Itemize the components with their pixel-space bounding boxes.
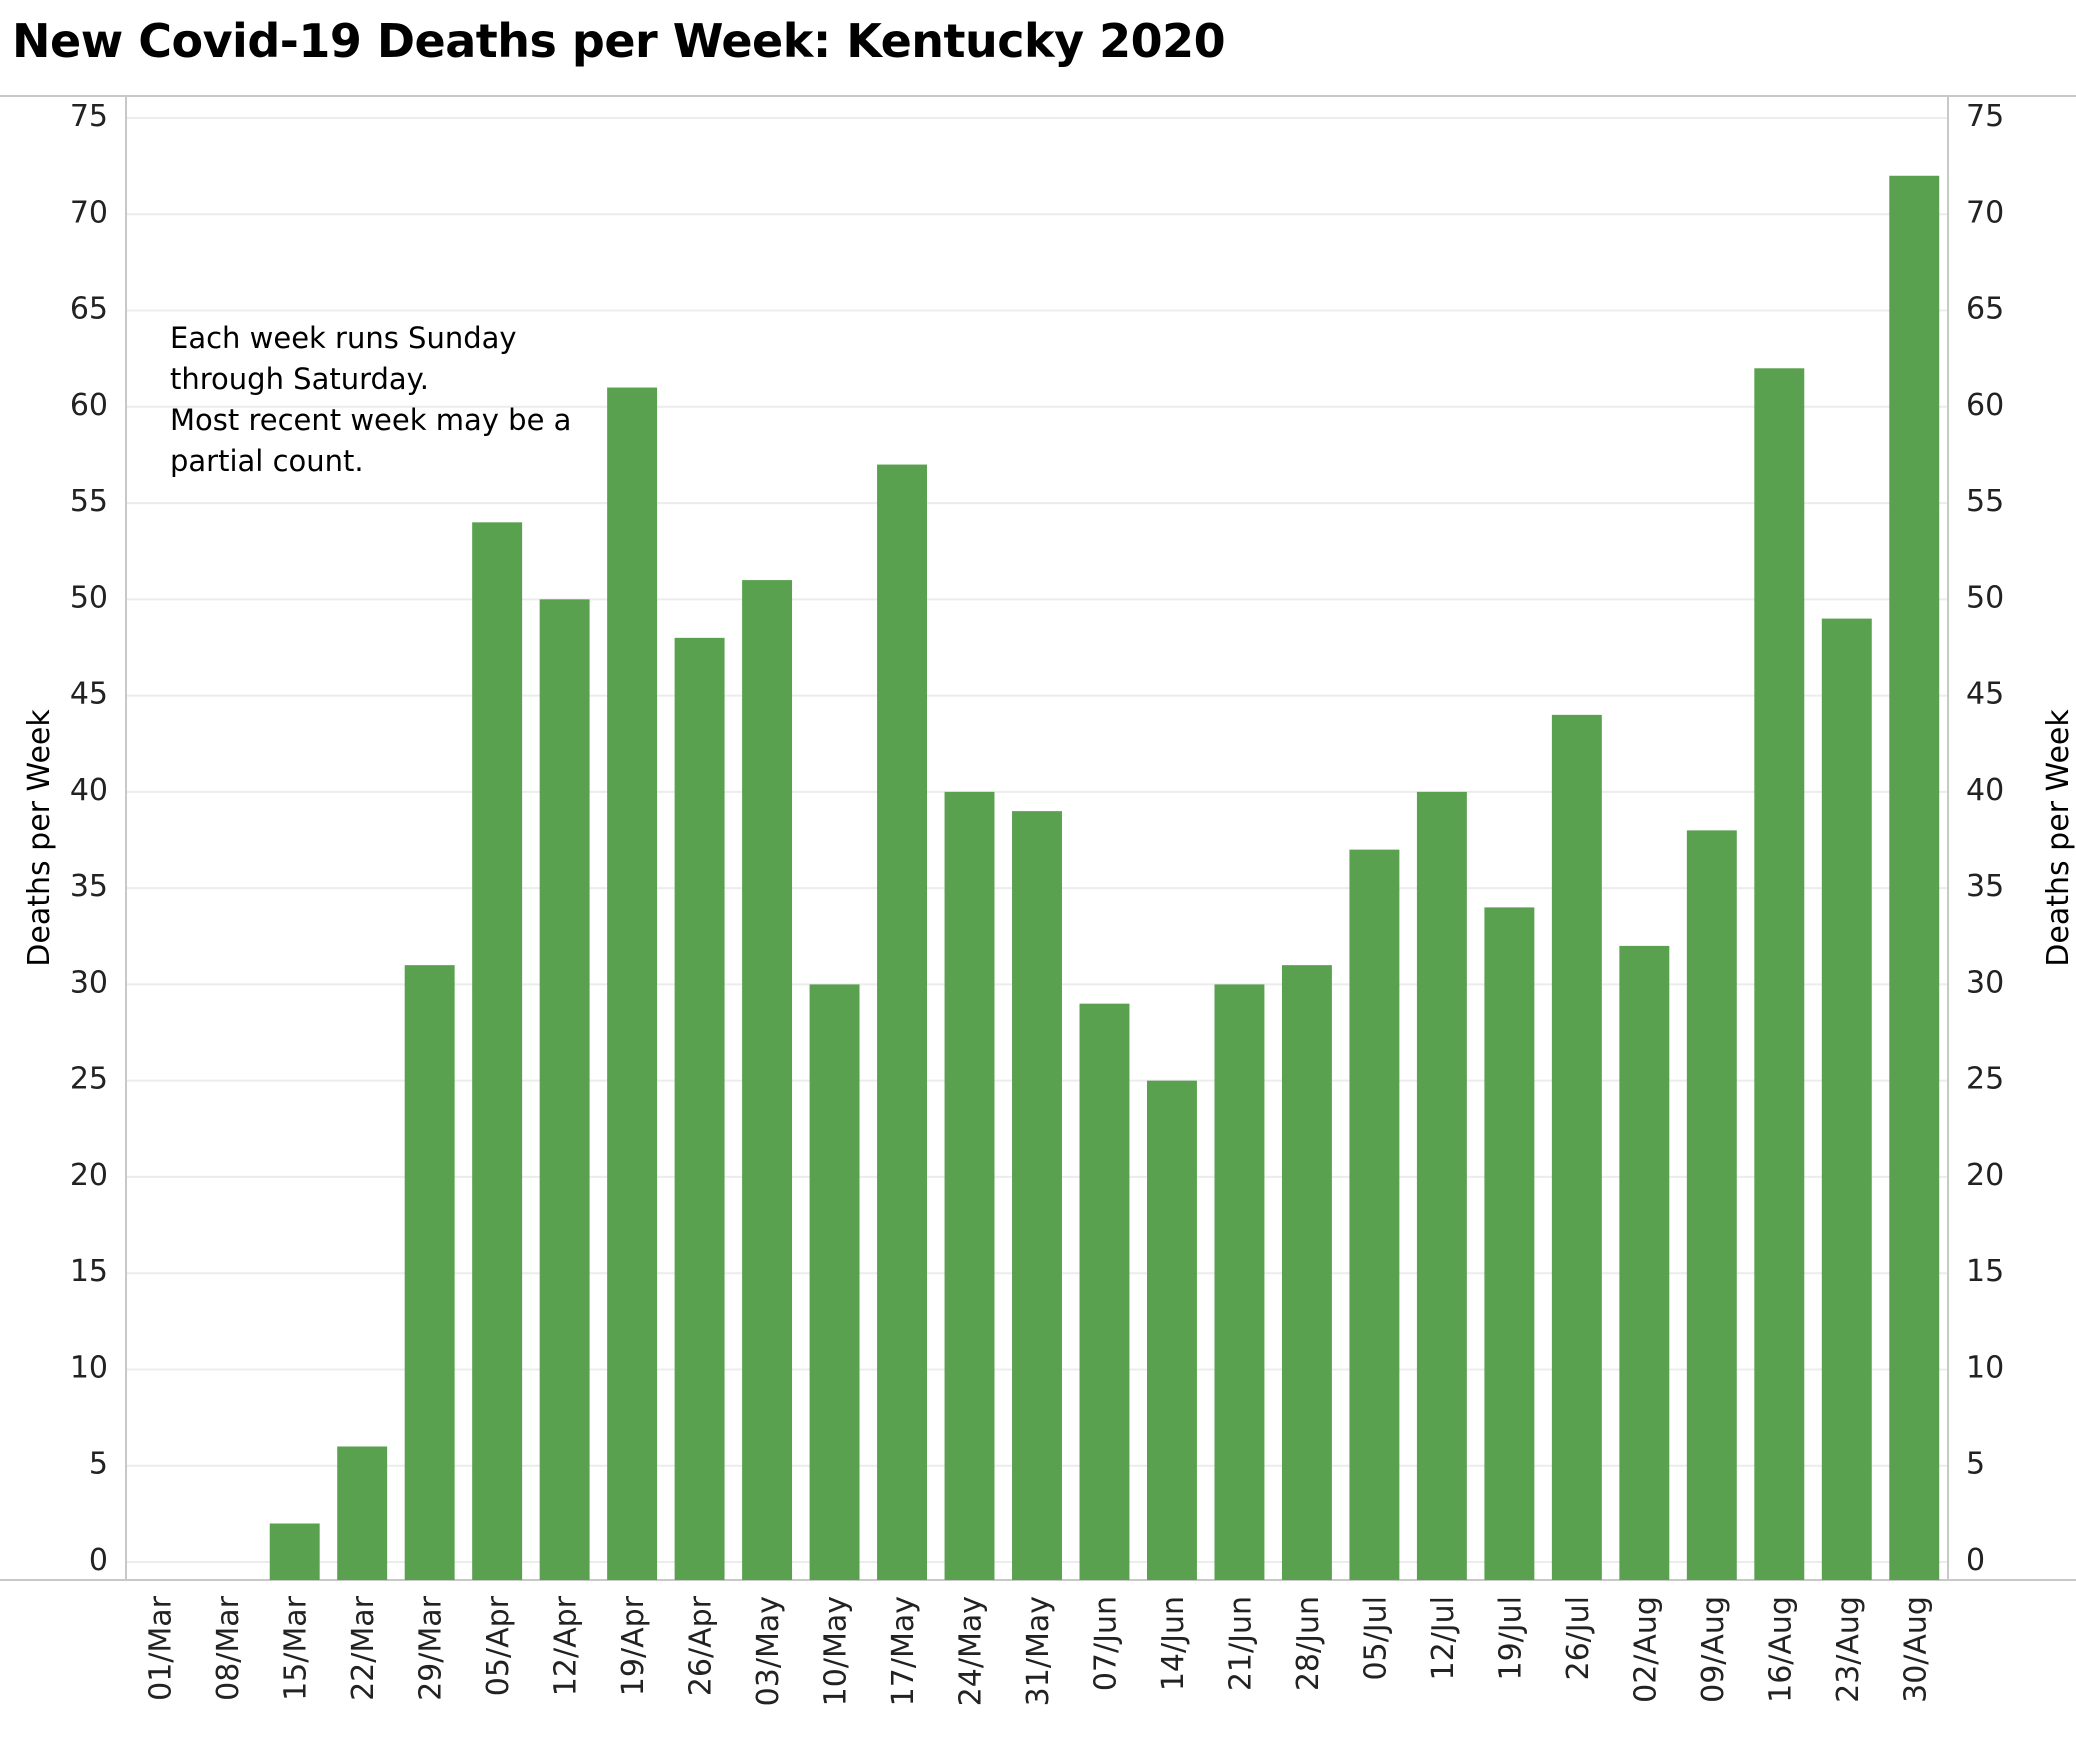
y-tick-label: 55	[1966, 484, 2004, 519]
bar	[1484, 907, 1535, 1580]
y-tick-label: 60	[70, 388, 108, 423]
x-tick-label: 02/Aug	[1628, 1596, 1663, 1703]
x-tick-label: 28/Jun	[1291, 1596, 1326, 1691]
y-tick-label: 40	[1966, 773, 2004, 808]
y-tick-label: 10	[70, 1350, 108, 1385]
x-tick-label: 12/Jul	[1426, 1596, 1461, 1680]
bar	[1146, 1080, 1197, 1580]
bar	[1349, 849, 1400, 1580]
x-tick-label: 24/May	[954, 1596, 989, 1706]
y-tick-label: 60	[1966, 388, 2004, 423]
bar	[1686, 830, 1737, 1580]
y-tick-label: 15	[70, 1254, 108, 1289]
x-tick-label: 21/Jun	[1223, 1596, 1258, 1691]
y-tick-label: 5	[89, 1447, 108, 1482]
y-tick-label: 55	[70, 484, 108, 519]
bar	[877, 464, 928, 1580]
y-tick-label: 65	[1966, 292, 2004, 327]
x-tick-label: 29/Mar	[414, 1595, 449, 1701]
y-tick-label: 40	[70, 773, 108, 808]
y-tick-label: 0	[1966, 1543, 1985, 1578]
x-tick-label: 09/Aug	[1696, 1596, 1731, 1703]
bar	[337, 1446, 388, 1580]
y-tick-label: 0	[89, 1543, 108, 1578]
bar	[1821, 618, 1872, 1580]
y-axis-title-left: Deaths per Week	[22, 709, 57, 967]
x-tick-label: 10/May	[819, 1596, 854, 1706]
bars	[269, 175, 1940, 1581]
x-tick-label: 16/Aug	[1763, 1596, 1798, 1703]
bar	[1079, 1003, 1130, 1580]
x-tick-label: 26/Jul	[1561, 1596, 1596, 1680]
bar	[944, 791, 995, 1580]
x-tick-label: 07/Jun	[1088, 1596, 1123, 1691]
x-tick-label: 30/Aug	[1898, 1596, 1933, 1703]
y-axis-left-ticks: 0 5 10 15 20 25 30 35 40 45 50 55 60 65 70 75	[70, 99, 108, 1578]
y-tick-label: 45	[1966, 677, 2004, 712]
x-tick-label: 15/Mar	[279, 1595, 314, 1701]
y-tick-label: 65	[70, 292, 108, 327]
y-tick-label: 35	[70, 869, 108, 904]
bar	[472, 522, 523, 1580]
bar	[269, 1523, 320, 1580]
y-tick-label: 10	[1966, 1350, 2004, 1385]
y-tick-label: 15	[1966, 1254, 2004, 1289]
bar	[1754, 368, 1805, 1580]
x-tick-label: 19/Apr	[616, 1595, 651, 1696]
x-tick-label: 05/Jul	[1358, 1596, 1393, 1680]
bar	[742, 580, 793, 1580]
y-tick-label: 70	[1966, 195, 2004, 230]
annotation-line: through Saturday.	[170, 362, 429, 396]
y-tick-label: 25	[70, 1062, 108, 1097]
y-tick-label: 20	[1966, 1158, 2004, 1193]
bar	[809, 984, 860, 1580]
y-tick-label: 75	[70, 99, 108, 134]
x-tick-label: 08/Mar	[211, 1595, 246, 1701]
y-tick-label: 25	[1966, 1062, 2004, 1097]
y-tick-label: 75	[1966, 99, 2004, 134]
x-tick-label: 03/May	[751, 1596, 786, 1706]
chart-title: New Covid-19 Deaths per Week: Kentucky 2…	[12, 14, 1226, 68]
x-tick-label: 01/Mar	[144, 1595, 179, 1701]
bar	[674, 637, 725, 1580]
bar	[404, 965, 455, 1580]
bar	[607, 387, 658, 1581]
x-tick-label: 26/Apr	[684, 1595, 719, 1696]
y-axis-right-ticks: 0 5 10 15 20 25 30 35 40 45 50 55 60 65 70 75	[1966, 99, 2004, 1578]
bar	[1281, 965, 1332, 1580]
annotation-line: Each week runs Sunday	[170, 321, 517, 355]
annotation-line: Most recent week may be a	[170, 403, 572, 437]
y-tick-label: 20	[70, 1158, 108, 1193]
bar	[1551, 714, 1602, 1580]
bar	[1214, 984, 1265, 1580]
y-tick-label: 5	[1966, 1447, 1985, 1482]
y-tick-label: 70	[70, 195, 108, 230]
y-tick-label: 30	[70, 965, 108, 1000]
y-tick-label: 30	[1966, 965, 2004, 1000]
bar	[539, 599, 590, 1580]
bar	[1889, 175, 1940, 1580]
x-axis-ticks: 01/Mar 08/Mar 15/Mar 22/Mar 29/Mar 05/Apr 12/A…	[144, 1595, 1934, 1706]
x-tick-label: 31/May	[1021, 1596, 1056, 1706]
x-tick-label: 12/Apr	[549, 1595, 584, 1696]
y-tick-label: 50	[1966, 580, 2004, 615]
y-tick-label: 50	[70, 580, 108, 615]
annotation-line: partial count.	[170, 444, 364, 478]
chart-annotation: Each week runs Sunday through Saturday. …	[170, 318, 571, 482]
x-tick-label: 05/Apr	[481, 1595, 516, 1696]
bar	[1012, 811, 1062, 1580]
bar	[1619, 945, 1670, 1580]
x-tick-label: 19/Jul	[1493, 1596, 1528, 1680]
y-axis-title-right: Deaths per Week	[2041, 709, 2076, 967]
x-tick-label: 17/May	[886, 1596, 921, 1706]
y-tick-label: 45	[70, 677, 108, 712]
x-tick-label: 14/Jun	[1156, 1596, 1191, 1691]
y-tick-label: 35	[1966, 869, 2004, 904]
x-tick-label: 22/Mar	[346, 1595, 381, 1701]
bar	[1416, 791, 1467, 1580]
x-tick-label: 23/Aug	[1831, 1596, 1866, 1703]
